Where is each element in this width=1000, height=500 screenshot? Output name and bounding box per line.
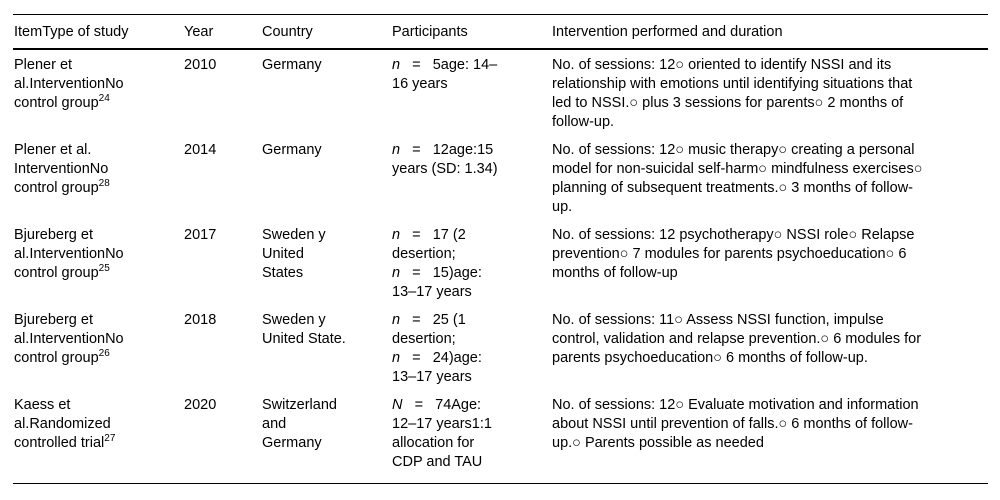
n-symbol: n bbox=[392, 57, 401, 73]
n-symbol: n bbox=[392, 350, 401, 366]
n-symbol: n bbox=[392, 265, 401, 281]
table-row: Plener et al. InterventionNo control gro… bbox=[13, 135, 988, 220]
header-country: Country bbox=[262, 14, 392, 50]
study-name: Bjureberg et al.InterventionNo control g… bbox=[14, 312, 124, 366]
participants-cell: n = 25 (1 desertion; n = 24)age: 13–17 y… bbox=[392, 312, 482, 385]
n-symbol: n bbox=[392, 142, 401, 158]
country-text: Germany bbox=[262, 57, 322, 73]
participants-cell: n = 17 (2 desertion; n = 15)age: 13–17 y… bbox=[392, 227, 482, 300]
year-cell: 2014 bbox=[184, 142, 217, 158]
table-row: Kaess et al.Randomized controlled trial2… bbox=[13, 390, 988, 484]
reference-superscript: 28 bbox=[98, 178, 110, 190]
reference-superscript: 25 bbox=[98, 263, 110, 275]
table-row: Bjureberg et al.InterventionNo control g… bbox=[13, 220, 988, 305]
header-year: Year bbox=[184, 14, 262, 50]
intervention-cell: No. of sessions: 12○ oriented to identif… bbox=[552, 49, 988, 135]
reference-superscript: 26 bbox=[98, 348, 110, 360]
year-cell: 2018 bbox=[184, 312, 217, 328]
intervention-text: No. of sessions: 12○ oriented to identif… bbox=[552, 57, 913, 130]
n-symbol: N bbox=[392, 397, 403, 413]
study-name: Bjureberg et al.InterventionNo control g… bbox=[14, 227, 124, 281]
country-text: Sweden y United States bbox=[262, 227, 326, 281]
table-row: Bjureberg et al.InterventionNo control g… bbox=[13, 305, 988, 390]
country-text: Sweden y United State. bbox=[262, 312, 346, 347]
studies-table: ItemType of study Year Country Participa… bbox=[13, 14, 988, 484]
header-row: ItemType of study Year Country Participa… bbox=[13, 14, 988, 50]
study-cell: Plener et al. InterventionNo control gro… bbox=[13, 135, 184, 220]
participants-cell: n = 5age: 14–16 years bbox=[392, 57, 498, 92]
year-cell: 2020 bbox=[184, 397, 217, 413]
study-name: Plener et al. InterventionNo control gro… bbox=[14, 142, 109, 196]
intervention-text: No. of sessions: 11○ Assess NSSI functio… bbox=[552, 312, 922, 366]
reference-superscript: 24 bbox=[98, 93, 110, 105]
header-study: ItemType of study bbox=[13, 14, 184, 50]
studies-table-container: ItemType of study Year Country Participa… bbox=[13, 14, 988, 484]
intervention-cell: No. of sessions: 11○ Assess NSSI functio… bbox=[552, 305, 988, 390]
n-symbol: n bbox=[392, 227, 401, 243]
country-cell: Switzerland and Germany bbox=[262, 390, 392, 484]
country-cell: Sweden y United States bbox=[262, 220, 392, 305]
header-study-label: ItemType of study bbox=[14, 24, 129, 40]
country-cell: Germany bbox=[262, 135, 392, 220]
n-symbol: n bbox=[392, 312, 401, 328]
reference-superscript: 27 bbox=[104, 433, 116, 445]
study-cell: Kaess et al.Randomized controlled trial2… bbox=[13, 390, 184, 484]
intervention-text: No. of sessions: 12 psychotherapy○ NSSI … bbox=[552, 227, 915, 281]
country-text: Germany bbox=[262, 142, 322, 158]
intervention-text: No. of sessions: 12○ Evaluate motivation… bbox=[552, 397, 919, 451]
study-name: Plener et al.InterventionNo control grou… bbox=[14, 57, 124, 111]
year-cell: 2010 bbox=[184, 57, 217, 73]
study-cell: Bjureberg et al.InterventionNo control g… bbox=[13, 305, 184, 390]
study-cell: Plener et al.InterventionNo control grou… bbox=[13, 49, 184, 135]
study-name: Kaess et al.Randomized controlled trial bbox=[14, 397, 111, 451]
country-cell: Sweden y United State. bbox=[262, 305, 392, 390]
header-participants: Participants bbox=[392, 14, 552, 50]
header-intervention: Intervention performed and duration bbox=[552, 14, 988, 50]
year-cell: 2017 bbox=[184, 227, 217, 243]
intervention-cell: No. of sessions: 12○ Evaluate motivation… bbox=[552, 390, 988, 484]
study-cell: Bjureberg et al.InterventionNo control g… bbox=[13, 220, 184, 305]
intervention-text: No. of sessions: 12○ music therapy○ crea… bbox=[552, 142, 923, 215]
country-text: Switzerland and Germany bbox=[262, 397, 337, 451]
table-row: Plener et al.InterventionNo control grou… bbox=[13, 49, 988, 135]
intervention-cell: No. of sessions: 12 psychotherapy○ NSSI … bbox=[552, 220, 988, 305]
participants-cell: N = 74Age: 12–17 years1:1 allocation for… bbox=[392, 397, 492, 470]
intervention-cell: No. of sessions: 12○ music therapy○ crea… bbox=[552, 135, 988, 220]
participants-cell: n = 12age:15 years (SD: 1.34) bbox=[392, 142, 498, 177]
country-cell: Germany bbox=[262, 49, 392, 135]
